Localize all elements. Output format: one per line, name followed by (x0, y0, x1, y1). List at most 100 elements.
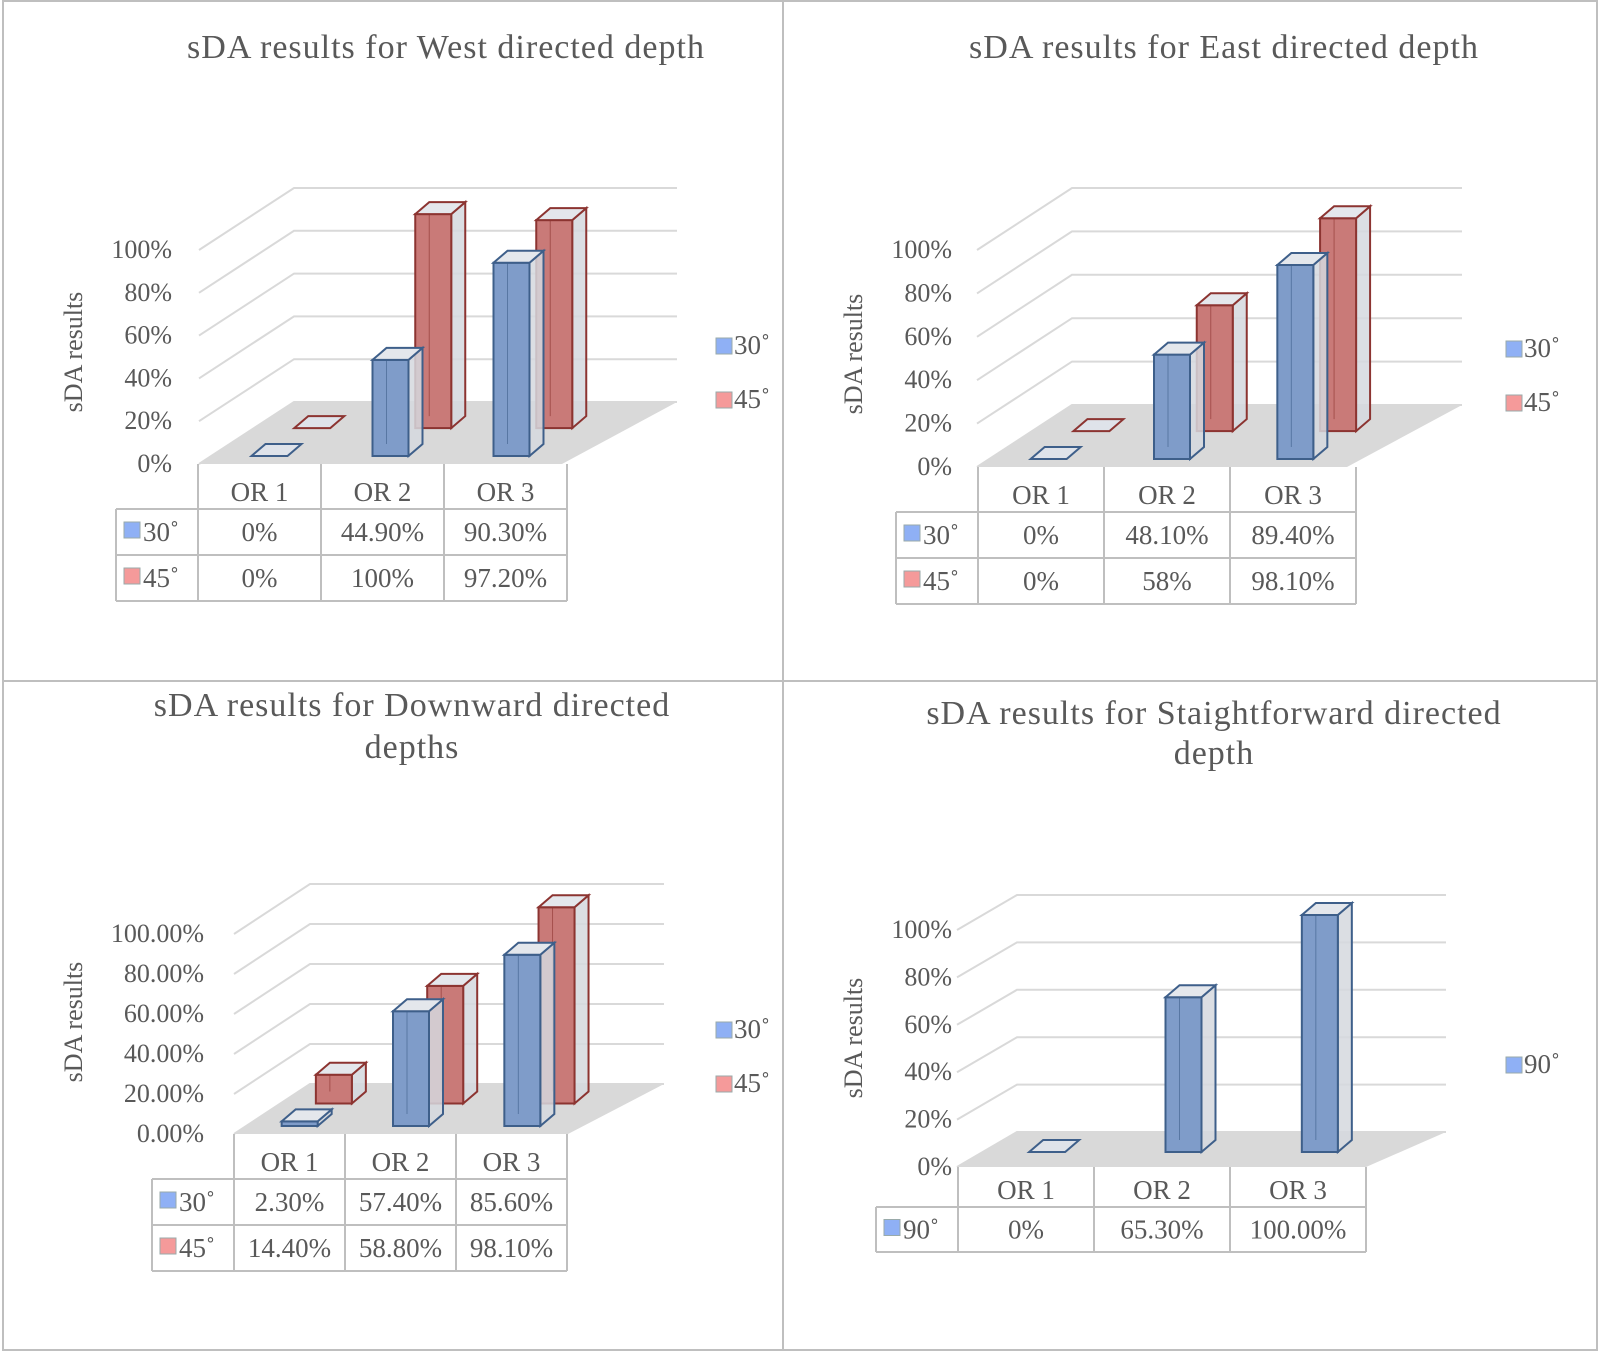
data-label: 58.80% (359, 1233, 442, 1263)
bar-base (248, 443, 305, 457)
bar-front (371, 358, 410, 457)
chart-east: sDA results for East directed depth 0% 20%… (839, 29, 1560, 605)
bar-top (412, 201, 468, 216)
y-tick-label: 0% (917, 1152, 952, 1181)
bar-side (450, 199, 467, 431)
chart-panel-west: sDA results for West directed depth 0% 20%… (2, 0, 784, 682)
gridline (976, 230, 1462, 295)
data-label: 65.30% (1120, 1215, 1203, 1245)
data-label: 98.10% (470, 1233, 553, 1263)
chart-title: sDA results for East directed depth (969, 29, 1479, 66)
bar-top (313, 1061, 369, 1076)
bar (1026, 1139, 1082, 1153)
table-series-label: 30˚ (923, 520, 959, 550)
data-label: 0% (1023, 566, 1059, 596)
legend-label: 30˚ (734, 1014, 770, 1044)
bar-side (571, 205, 588, 431)
bar-base (1070, 418, 1127, 433)
legend-label: 45˚ (734, 1068, 770, 1098)
legend-swatch (715, 391, 733, 409)
bar-front (492, 261, 531, 457)
bar-side (1355, 204, 1372, 434)
bar-front (503, 953, 542, 1127)
legend-swatch (1505, 394, 1523, 412)
bar-side (539, 940, 556, 1129)
bar-top (1317, 205, 1373, 220)
bar (390, 997, 446, 1129)
legend-label: 30˚ (1524, 333, 1560, 363)
table-legend-swatch (159, 1191, 177, 1209)
data-label: 90.30% (464, 517, 547, 547)
data-label: 0% (242, 563, 278, 593)
chart-panel-east: sDA results for East directed depth 0% 20%… (782, 0, 1598, 682)
y-tick-label: 20% (904, 409, 952, 438)
y-tick-label: 40% (124, 363, 172, 392)
data-label: 44.90% (341, 517, 424, 547)
x-category-label: OR 2 (372, 1147, 430, 1177)
bar (1299, 900, 1355, 1155)
legend-label: 45˚ (734, 384, 770, 414)
bar-side (528, 248, 545, 459)
y-tick-label: 40.00% (124, 1039, 204, 1068)
gridline (233, 923, 664, 975)
bar-front (1276, 264, 1315, 461)
x-category-label: OR 2 (1138, 480, 1196, 510)
bar (278, 1107, 335, 1129)
table-series-label: 45˚ (179, 1233, 215, 1263)
y-tick-label: 0% (917, 452, 952, 481)
y-tick-label: 20% (124, 406, 172, 435)
legend-swatch (1505, 340, 1523, 358)
x-category-label: OR 1 (997, 1175, 1055, 1205)
bar-side (462, 971, 479, 1106)
y-tick-label: 60% (904, 1010, 952, 1039)
bar-top (490, 249, 547, 264)
y-axis-label: sDA results (839, 294, 868, 415)
bar (535, 893, 592, 1106)
x-category-label: OR 3 (483, 1147, 541, 1177)
gridline (956, 894, 1446, 931)
y-axis-label: sDA results (59, 962, 88, 1083)
y-tick-label: 80% (904, 962, 952, 991)
x-category-label: OR 1 (231, 477, 289, 507)
table-legend-swatch (883, 1219, 901, 1236)
x-category-label: OR 1 (261, 1147, 319, 1177)
table-series-label: 45˚ (143, 563, 179, 593)
chart-west: sDA results for West directed depth 0% 20%… (59, 29, 770, 602)
chart-panel-downward: sDA results for Downward directed depths 0… (2, 680, 784, 1351)
bar (490, 248, 547, 459)
data-label: 85.60% (470, 1187, 553, 1217)
gridline (233, 883, 664, 935)
bar-top (501, 941, 558, 956)
bar (1162, 983, 1219, 1155)
bar-top (1194, 292, 1250, 307)
x-category-label: OR 3 (1264, 480, 1322, 510)
data-label: 2.30% (255, 1187, 325, 1217)
bar-top (390, 998, 446, 1013)
legend-swatch (1505, 1056, 1523, 1074)
table-series-label: 30˚ (143, 517, 179, 547)
bar (291, 415, 347, 430)
legend-swatch (715, 1075, 733, 1093)
data-label: 0% (242, 517, 278, 547)
bar-front (392, 1010, 430, 1128)
y-tick-label: 100% (891, 235, 952, 264)
bar (1151, 340, 1207, 462)
bar-top (1274, 252, 1331, 267)
data-label: 14.40% (248, 1233, 331, 1263)
gridline (976, 187, 1462, 251)
table-legend-swatch (159, 1237, 177, 1255)
bar (1027, 446, 1084, 460)
y-axis-label: sDA results (59, 292, 88, 413)
data-label: 58% (1142, 566, 1192, 596)
table-legend-swatch (123, 567, 141, 585)
bar (1070, 418, 1127, 433)
y-tick-label: 20% (904, 1105, 952, 1134)
x-category-label: OR 3 (477, 477, 535, 507)
bar (1194, 291, 1250, 434)
bar-top (533, 207, 589, 222)
table-series-label: 30˚ (179, 1187, 215, 1217)
bar (1274, 250, 1331, 462)
y-axis-label: sDA results (839, 978, 868, 1099)
data-label: 98.10% (1251, 566, 1334, 596)
bar-side (407, 345, 424, 459)
